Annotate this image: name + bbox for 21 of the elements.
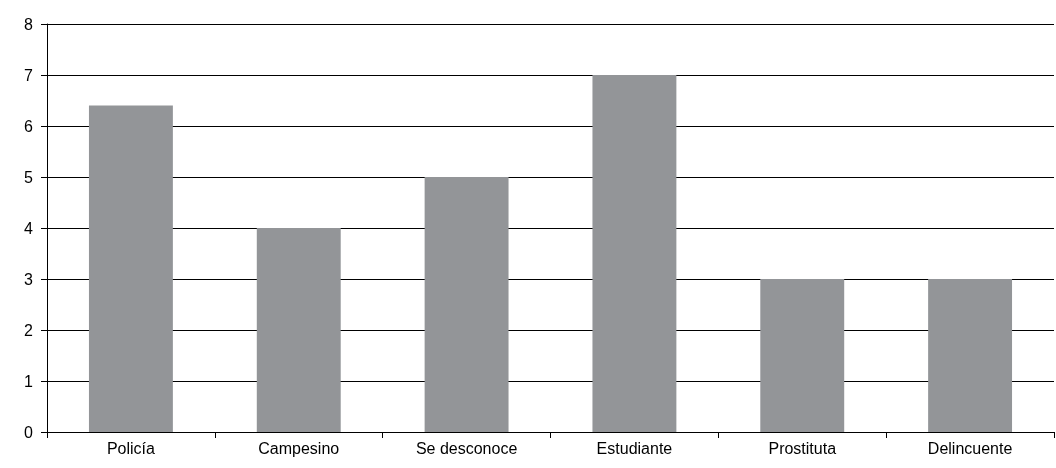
- x-tick-label: Delincuente: [927, 439, 1013, 457]
- x-tick-label: Policía: [106, 439, 156, 457]
- bar: [760, 279, 845, 432]
- y-tick-label: 5: [24, 168, 34, 186]
- y-tick-label: 6: [24, 117, 34, 135]
- bar: [592, 75, 677, 432]
- x-tick-label: Prostituta: [768, 439, 837, 457]
- x-tick-label: Se desconoce: [415, 439, 518, 457]
- bar: [88, 105, 173, 432]
- y-tick-label: 2: [24, 321, 34, 339]
- x-tick-label: Estudiante: [596, 439, 673, 457]
- y-tick-label: 3: [24, 270, 34, 288]
- bar: [928, 279, 1013, 432]
- y-tick-label: 8: [24, 15, 34, 33]
- bar: [424, 177, 509, 432]
- y-tick-label: 4: [24, 219, 34, 237]
- bar: [256, 228, 341, 432]
- y-tick-label: 7: [24, 66, 34, 84]
- y-tick-label: 0: [24, 423, 34, 441]
- x-tick-label: Campesino: [258, 439, 340, 457]
- y-tick-label: 1: [24, 372, 34, 390]
